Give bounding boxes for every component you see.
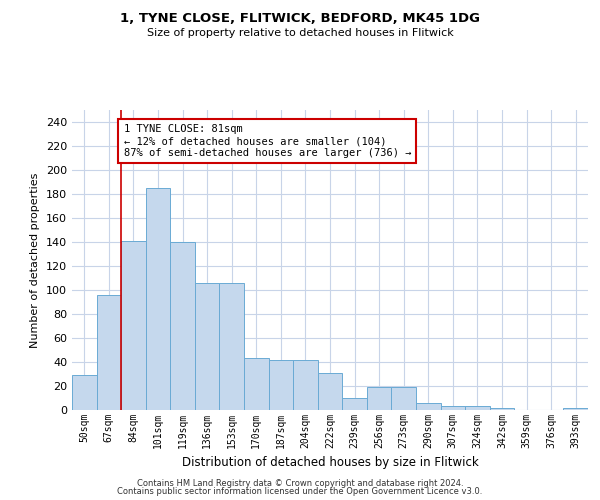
Bar	[244, 358, 269, 410]
Bar	[146, 188, 170, 410]
Y-axis label: Number of detached properties: Number of detached properties	[31, 172, 40, 348]
Text: Contains HM Land Registry data © Crown copyright and database right 2024.: Contains HM Land Registry data © Crown c…	[137, 478, 463, 488]
Bar	[490, 408, 514, 410]
Text: 1 TYNE CLOSE: 81sqm
← 12% of detached houses are smaller (104)
87% of semi-detac: 1 TYNE CLOSE: 81sqm ← 12% of detached ho…	[124, 124, 411, 158]
Text: 1, TYNE CLOSE, FLITWICK, BEDFORD, MK45 1DG: 1, TYNE CLOSE, FLITWICK, BEDFORD, MK45 1…	[120, 12, 480, 26]
Text: Size of property relative to detached houses in Flitwick: Size of property relative to detached ho…	[146, 28, 454, 38]
Bar	[391, 387, 416, 410]
Bar	[416, 403, 440, 410]
Bar	[170, 242, 195, 410]
Bar	[121, 241, 146, 410]
Text: Contains public sector information licensed under the Open Government Licence v3: Contains public sector information licen…	[118, 487, 482, 496]
Bar	[465, 406, 490, 410]
Bar	[195, 283, 220, 410]
Bar	[342, 398, 367, 410]
Bar	[72, 375, 97, 410]
X-axis label: Distribution of detached houses by size in Flitwick: Distribution of detached houses by size …	[182, 456, 478, 469]
Bar	[440, 406, 465, 410]
Bar	[563, 408, 588, 410]
Bar	[318, 373, 342, 410]
Bar	[220, 283, 244, 410]
Bar	[367, 387, 391, 410]
Bar	[269, 360, 293, 410]
Bar	[97, 295, 121, 410]
Bar	[293, 360, 318, 410]
